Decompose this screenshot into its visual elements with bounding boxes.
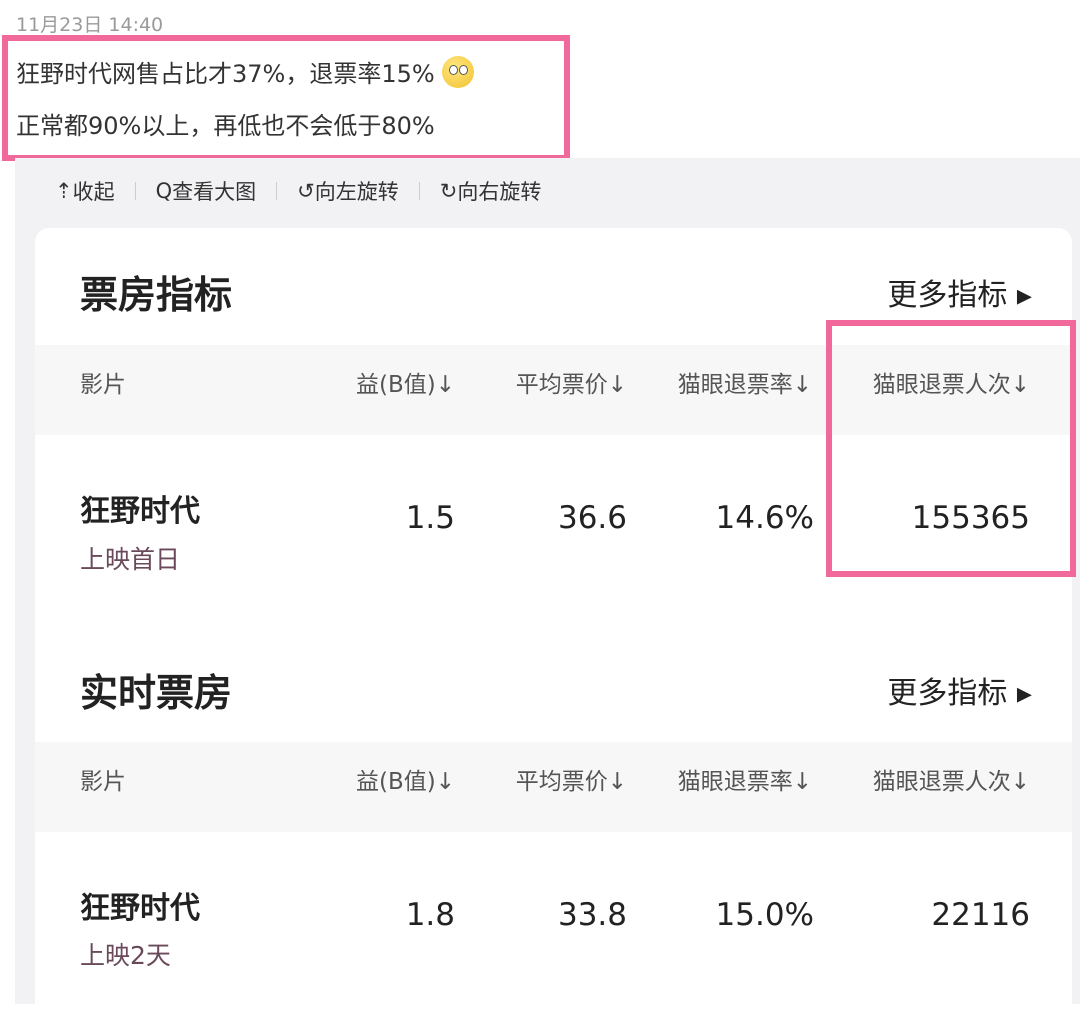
value-b-value: 1.8 [405, 897, 455, 933]
divider [276, 182, 278, 200]
value-avg-price: 33.8 [557, 897, 627, 933]
section-title: 票房指标 [80, 273, 233, 317]
header-avg-price[interactable]: 平均票价↓ [515, 769, 627, 795]
table-header [35, 742, 1072, 832]
collapse-icon: ⇡ [55, 179, 73, 203]
rotate-right-button[interactable]: ↻ 向右旋转 [439, 179, 542, 204]
divider [418, 182, 420, 200]
post-line-2: 正常都90%以上，再低也不会低于80% [16, 112, 435, 140]
value-b-value: 1.5 [405, 500, 455, 536]
more-metrics-link[interactable]: 更多指标 ▸ [887, 278, 1032, 313]
image-toolbar: ⇡ 收起 Q 查看大图 ↺ 向左旋转 ↻ 向右旋转 [55, 176, 541, 206]
search-icon: Q [155, 179, 173, 203]
header-refund-count[interactable]: 猫眼退票人次↓ [872, 769, 1030, 795]
value-avg-price: 36.6 [557, 500, 627, 536]
post-line-1: 狂野时代网售占比才37%，退票率15% [16, 60, 435, 88]
header-b-value[interactable]: 益(B值)↓ [356, 372, 455, 398]
section-title: 实时票房 [80, 671, 233, 715]
divider [134, 182, 136, 200]
post-timestamp: 11月23日 14:40 [16, 14, 164, 36]
rotate-left-button[interactable]: ↺ 向左旋转 [297, 179, 399, 204]
post-text: 狂野时代网售占比才37%，退票率15% 正常都90%以上，再低也不会低于80% [16, 48, 475, 152]
highlight-box-post [2, 35, 570, 161]
value-refund-rate: 14.6% [715, 500, 814, 536]
header-film: 影片 [80, 769, 126, 795]
film-name[interactable]: 狂野时代 [80, 494, 200, 529]
film-release-day: 上映2天 [80, 941, 171, 970]
header-refund-count[interactable]: 猫眼退票人次↓ [872, 372, 1030, 398]
rotate-right-icon: ↻ [439, 179, 458, 203]
film-name[interactable]: 狂野时代 [80, 891, 200, 926]
table-header [35, 345, 1072, 435]
value-refund-count: 155365 [911, 500, 1030, 536]
header-film: 影片 [80, 372, 126, 398]
value-refund-count: 22116 [931, 897, 1030, 933]
view-large-button[interactable]: Q 查看大图 [155, 179, 257, 204]
value-refund-rate: 15.0% [715, 897, 814, 933]
highlight-box-refund-count [826, 320, 1076, 577]
rotate-left-icon: ↺ [297, 179, 315, 203]
thinking-face-emoji-icon [442, 56, 475, 88]
header-b-value[interactable]: 益(B值)↓ [356, 769, 455, 795]
header-refund-rate[interactable]: 猫眼退票率↓ [677, 769, 812, 795]
header-avg-price[interactable]: 平均票价↓ [515, 372, 627, 398]
more-metrics-link[interactable]: 更多指标 ▸ [887, 676, 1032, 711]
header-refund-rate[interactable]: 猫眼退票率↓ [677, 372, 812, 398]
collapse-button[interactable]: ⇡ 收起 [55, 179, 115, 204]
film-release-day: 上映首日 [80, 545, 181, 574]
